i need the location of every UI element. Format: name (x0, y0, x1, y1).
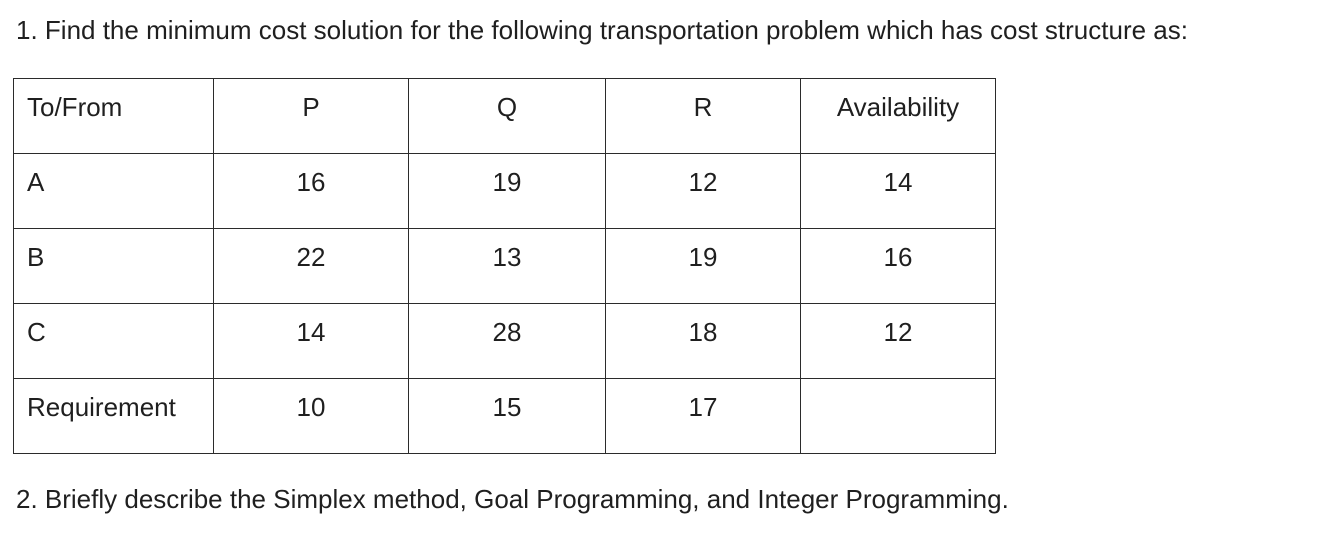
cell-b-p: 22 (213, 228, 409, 304)
table-header-row: To/From P Q R Availability (13, 78, 996, 154)
cell-b-r: 19 (605, 228, 801, 304)
cell-b-availability: 16 (800, 228, 996, 304)
header-r: R (605, 78, 801, 154)
header-p: P (213, 78, 409, 154)
transportation-cost-table: To/From P Q R Availability A 16 19 12 14… (13, 78, 996, 454)
cell-requirement-r: 17 (605, 378, 801, 454)
table-row-b: B 22 13 19 16 (13, 228, 996, 304)
row-label-requirement: Requirement (13, 378, 214, 454)
table-row-requirement: Requirement 10 15 17 (13, 378, 996, 454)
question-1-text: 1. Find the minimum cost solution for th… (16, 15, 1188, 45)
cell-c-p: 14 (213, 303, 409, 379)
table-row-a: A 16 19 12 14 (13, 153, 996, 229)
cell-a-q: 19 (408, 153, 606, 229)
cell-b-q: 13 (408, 228, 606, 304)
question-2-text: 2. Briefly describe the Simplex method, … (16, 484, 1009, 514)
header-to-from: To/From (13, 78, 214, 154)
header-q: Q (408, 78, 606, 154)
row-label-a: A (13, 153, 214, 229)
cell-a-availability: 14 (800, 153, 996, 229)
cell-c-r: 18 (605, 303, 801, 379)
cell-c-availability: 12 (800, 303, 996, 379)
row-label-c: C (13, 303, 214, 379)
cell-requirement-q: 15 (408, 378, 606, 454)
cell-c-q: 28 (408, 303, 606, 379)
cell-requirement-p: 10 (213, 378, 409, 454)
cell-a-p: 16 (213, 153, 409, 229)
cell-a-r: 12 (605, 153, 801, 229)
table-row-c: C 14 28 18 12 (13, 303, 996, 379)
row-label-b: B (13, 228, 214, 304)
header-availability: Availability (800, 78, 996, 154)
cell-requirement-availability (800, 378, 996, 454)
